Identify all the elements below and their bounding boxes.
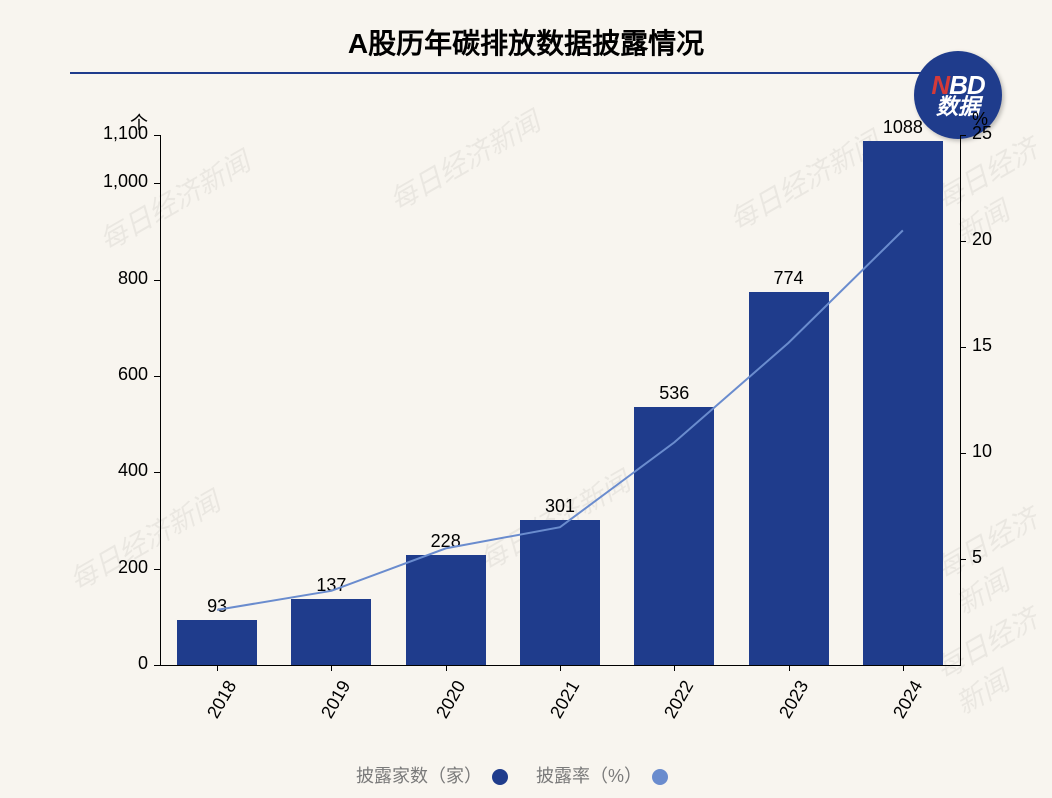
chart-title: A股历年碳排放数据披露情况 (0, 22, 1052, 62)
x-tick (903, 665, 904, 671)
x-category-label: 2023 (767, 677, 813, 736)
y-left-tick-label: 600 (82, 364, 148, 385)
y-left-tick-label: 1,000 (82, 171, 148, 192)
bar (520, 520, 600, 665)
bar-value-label: 774 (749, 268, 829, 289)
bar (749, 292, 829, 665)
x-tick (674, 665, 675, 671)
y-right-unit: % (972, 109, 988, 130)
bar (863, 141, 943, 665)
bar-value-label: 93 (177, 596, 257, 617)
y-left-axis-line (160, 135, 161, 666)
x-category-label: 2019 (309, 677, 355, 736)
x-category-label: 2020 (424, 677, 470, 736)
y-left-tick (154, 376, 160, 377)
x-tick (789, 665, 790, 671)
x-tick (446, 665, 447, 671)
y-right-tick (960, 347, 966, 348)
legend: 披露家数（家） 披露率（%） (0, 762, 1052, 788)
x-tick (560, 665, 561, 671)
y-right-tick (960, 241, 966, 242)
bar-value-label: 137 (291, 575, 371, 596)
x-tick (217, 665, 218, 671)
x-category-label: 2022 (652, 677, 698, 736)
bar-value-label: 301 (520, 496, 600, 517)
y-right-tick (960, 559, 966, 560)
y-right-tick (960, 135, 966, 136)
y-right-tick-label: 5 (972, 547, 982, 568)
y-left-tick (154, 472, 160, 473)
legend-swatch (652, 769, 668, 785)
bar (634, 407, 714, 665)
bar (406, 555, 486, 665)
x-tick (331, 665, 332, 671)
y-left-tick-label: 400 (82, 460, 148, 481)
y-right-tick-label: 15 (972, 335, 992, 356)
y-right-axis-line (960, 135, 961, 666)
y-left-tick (154, 665, 160, 666)
y-left-tick (154, 135, 160, 136)
legend-swatch (492, 769, 508, 785)
bar-value-label: 536 (634, 383, 714, 404)
plot-area: 02004006008001,0001,100个510152025%932018… (160, 135, 960, 665)
y-left-tick-label: 200 (82, 557, 148, 578)
bar-value-label: 228 (406, 531, 486, 552)
x-category-label: 2021 (538, 677, 584, 736)
legend-item: 披露率（%） (536, 766, 642, 786)
y-left-tick (154, 183, 160, 184)
x-category-label: 2024 (881, 677, 927, 736)
y-right-tick-label: 10 (972, 441, 992, 462)
title-underline (70, 72, 982, 74)
y-left-tick (154, 280, 160, 281)
chart-canvas: 每日经济新闻每日经济新闻每日经济新闻每日经济新闻每日经济新闻每日经济新闻每日经济… (0, 0, 1052, 798)
bar (177, 620, 257, 665)
bar-value-label: 1088 (863, 117, 943, 138)
y-right-tick-label: 20 (972, 229, 992, 250)
y-left-tick (154, 569, 160, 570)
y-left-unit: 个 (130, 109, 148, 135)
y-right-tick (960, 453, 966, 454)
y-left-tick-label: 0 (82, 653, 148, 674)
y-left-tick-label: 800 (82, 268, 148, 289)
bar (291, 599, 371, 665)
legend-item: 披露家数（家） (356, 766, 482, 786)
x-category-label: 2018 (195, 677, 241, 736)
